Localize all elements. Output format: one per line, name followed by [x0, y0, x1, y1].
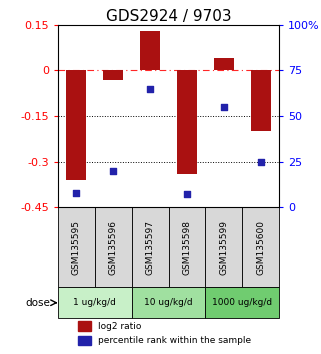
Bar [78, 336, 91, 346]
Text: GSM135597: GSM135597 [145, 219, 155, 275]
Text: GSM135598: GSM135598 [182, 219, 192, 275]
FancyBboxPatch shape [132, 287, 205, 318]
Bar [214, 58, 234, 70]
FancyBboxPatch shape [58, 207, 95, 287]
FancyBboxPatch shape [132, 207, 169, 287]
Point [184, 192, 189, 197]
Text: 1 ug/kg/d: 1 ug/kg/d [73, 298, 116, 307]
FancyBboxPatch shape [205, 207, 242, 287]
FancyBboxPatch shape [95, 207, 132, 287]
Text: GSM135599: GSM135599 [219, 219, 229, 275]
FancyBboxPatch shape [169, 207, 205, 287]
Point [110, 168, 116, 173]
Bar [251, 70, 271, 131]
FancyBboxPatch shape [205, 287, 279, 318]
Point [258, 159, 263, 165]
Text: dose: dose [26, 298, 50, 308]
Text: GSM135596: GSM135596 [108, 219, 118, 275]
Text: GSM135600: GSM135600 [256, 219, 265, 275]
Bar [66, 70, 86, 180]
Title: GDS2924 / 9703: GDS2924 / 9703 [106, 8, 231, 24]
Bar [103, 70, 123, 80]
Text: log2 ratio: log2 ratio [98, 322, 141, 331]
Text: 1000 ug/kg/d: 1000 ug/kg/d [212, 298, 273, 307]
Text: 10 ug/kg/d: 10 ug/kg/d [144, 298, 193, 307]
Point [74, 190, 79, 195]
Bar [177, 70, 197, 174]
Bar [140, 31, 160, 70]
Point [147, 86, 153, 91]
Text: percentile rank within the sample: percentile rank within the sample [98, 336, 251, 345]
Point [221, 104, 226, 110]
FancyBboxPatch shape [242, 207, 279, 287]
FancyBboxPatch shape [58, 287, 132, 318]
Text: GSM135595: GSM135595 [72, 219, 81, 275]
Bar [78, 321, 91, 331]
